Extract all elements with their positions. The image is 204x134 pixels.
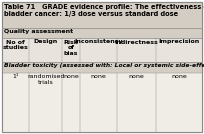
Text: Inconsistency: Inconsistency bbox=[74, 40, 123, 44]
Bar bbox=[2, 38, 202, 62]
Text: none: none bbox=[171, 75, 187, 79]
Text: Imprecision: Imprecision bbox=[158, 40, 200, 44]
Text: 1¹: 1¹ bbox=[12, 75, 19, 79]
Bar bbox=[2, 62, 202, 73]
Text: Quality assessment: Quality assessment bbox=[4, 29, 73, 34]
Text: randomised
trials: randomised trials bbox=[27, 75, 64, 85]
Text: Table 71   GRADE evidence profile: The effectiveness of red
bladder cancer: 1/3 : Table 71 GRADE evidence profile: The eff… bbox=[4, 3, 204, 17]
Bar bbox=[2, 73, 202, 132]
Text: Design: Design bbox=[33, 40, 58, 44]
Text: Risk
of
bias: Risk of bias bbox=[64, 40, 79, 56]
Bar bbox=[2, 2, 202, 28]
Text: none: none bbox=[63, 75, 79, 79]
Text: Indirectness: Indirectness bbox=[114, 40, 158, 44]
Text: No of
studies: No of studies bbox=[3, 40, 29, 50]
Text: Bladder toxicity (assessed with: Local or systemic side-effects (1-y: Bladder toxicity (assessed with: Local o… bbox=[4, 64, 204, 68]
Text: none: none bbox=[129, 75, 144, 79]
Text: none: none bbox=[91, 75, 106, 79]
Bar bbox=[2, 28, 202, 38]
